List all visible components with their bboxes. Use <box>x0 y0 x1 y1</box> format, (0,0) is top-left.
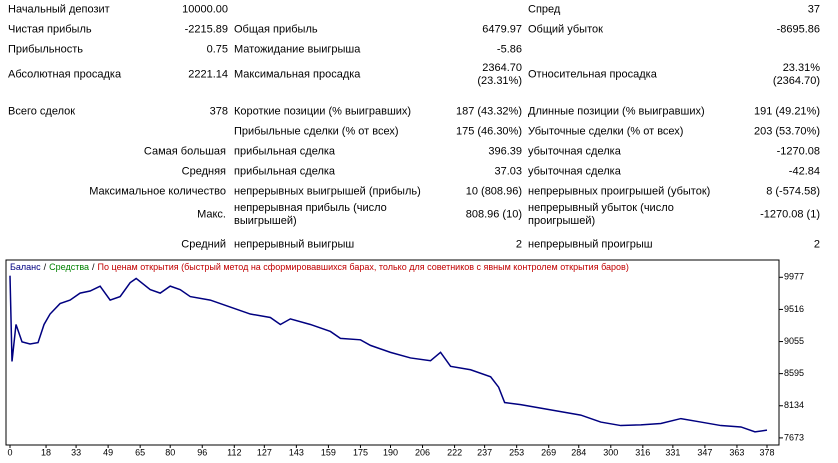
metric-value: 2 <box>515 238 522 251</box>
legend-separator: / <box>44 262 47 272</box>
metric-label: непрерывный проигрыш <box>528 238 653 251</box>
metric-label: непрерывных выигрышей (прибыль) <box>234 185 421 198</box>
metric-value: 10 (808.96) <box>465 185 522 198</box>
x-tick-label: 80 <box>165 447 175 457</box>
metric-label: Короткие позиции (% выигравших) <box>234 105 412 118</box>
x-tick-label: 18 <box>41 447 51 457</box>
metric-value: 2364.70 (23.31%) <box>477 62 522 87</box>
metric-value: 6479.97 <box>482 23 522 36</box>
metric-value: -8695.86 <box>776 23 820 36</box>
legend-separator: / <box>92 262 95 272</box>
row-label: Самая большая <box>143 145 226 158</box>
metric-label: непрерывный убыток (число проигрышей) <box>528 202 674 227</box>
x-tick-label: 363 <box>729 447 744 457</box>
metric-label: Общий убыток <box>528 23 603 36</box>
y-tick-label: 8595 <box>784 368 804 378</box>
metric-value: 175 (46.30%) <box>455 125 522 138</box>
metric-value: 191 (49.21%) <box>753 105 820 118</box>
metric-label: убыточная сделка <box>528 165 621 178</box>
x-tick-label: 65 <box>135 447 145 457</box>
metric-value: -1270.08 <box>776 145 820 158</box>
row-label: Макс. <box>197 208 226 221</box>
metric-value: 808.96 (10) <box>465 208 522 221</box>
x-tick-label: 237 <box>477 447 492 457</box>
row-label: Чистая прибыль <box>8 23 92 36</box>
x-tick-label: 112 <box>227 447 241 457</box>
x-tick-label: 269 <box>541 447 556 457</box>
row-value: 378 <box>209 105 228 118</box>
y-tick-label: 9055 <box>784 336 804 346</box>
x-tick-label: 96 <box>197 447 207 457</box>
x-tick-label: 378 <box>759 447 774 457</box>
legend: Баланс / Средства / По ценам открытия (быстр… <box>10 262 629 272</box>
chart: 7673 8134 8595 9055 9516 9977 0 18 33 49 65 80 96 112… <box>5 259 804 457</box>
row-label: Средний <box>181 238 226 251</box>
legend-item: Баланс <box>10 262 41 272</box>
x-tick-label: 347 <box>697 447 712 457</box>
y-tick-label: 9516 <box>784 304 804 314</box>
row-label: Всего сделок <box>8 105 76 118</box>
x-tick-label: 222 <box>447 447 462 457</box>
metric-label: прибыльная сделка <box>234 165 336 178</box>
legend-item: Средства <box>49 262 89 272</box>
metric-label: непрерывная прибыль (число выигрышей) <box>234 202 387 227</box>
metric-label: Максимальная просадка <box>234 68 361 81</box>
x-tick-label: 253 <box>509 447 524 457</box>
metric-label: прибыльная сделка <box>234 145 336 158</box>
x-tick-label: 175 <box>353 447 368 457</box>
metric-value: 396.39 <box>488 145 522 158</box>
metric-label: непрерывных проигрышей (убыток) <box>528 185 711 198</box>
row-label: Абсолютная просадка <box>8 68 122 81</box>
x-tick-label: 190 <box>383 447 398 457</box>
x-tick-label: 33 <box>71 447 81 457</box>
metric-label: Прибыльные сделки (% от всех) <box>234 125 399 138</box>
row-label: Максимальное количество <box>89 185 226 198</box>
balance-line <box>9 275 768 433</box>
metric-label: Спред <box>528 3 561 16</box>
metric-value: 203 (53.70%) <box>753 125 820 138</box>
metric-label: Относительная просадка <box>528 68 657 81</box>
metric-label: Убыточные сделки (% от всех) <box>528 125 684 138</box>
metric-value: 2 <box>813 238 820 251</box>
metric-value: 23.31% (2364.70) <box>772 62 820 87</box>
x-tick-label: 49 <box>103 447 113 457</box>
x-tick-label: 159 <box>321 447 336 457</box>
y-tick-label: 8134 <box>784 400 804 410</box>
row-value: 0.75 <box>206 43 228 56</box>
metric-value: 187 (43.32%) <box>455 105 522 118</box>
legend-item: По ценам открытия (быстрый метод на сфор… <box>98 262 629 272</box>
row-value: 2221.14 <box>188 68 228 81</box>
metric-value: 37 <box>807 3 820 16</box>
x-tick-label: 316 <box>635 447 650 457</box>
metric-value: 37.03 <box>494 165 522 178</box>
x-tick-label: 331 <box>665 447 680 457</box>
row-value: -2215.89 <box>184 23 228 36</box>
metric-label: убыточная сделка <box>528 145 621 158</box>
x-tick-label: 206 <box>415 447 430 457</box>
metric-value: -1270.08 (1) <box>760 208 820 221</box>
row-label: Средняя <box>181 165 226 178</box>
metric-label: Общая прибыль <box>234 23 318 36</box>
metric-value: -42.84 <box>788 165 820 178</box>
x-tick-label: 284 <box>571 447 586 457</box>
metric-label: непрерывный выигрыш <box>234 238 355 251</box>
x-tick-label: 300 <box>603 447 618 457</box>
report: Начальный депозит 10000.00 Спред 37 Чистая п… <box>8 3 820 251</box>
x-tick-label: 143 <box>289 447 304 457</box>
y-tick-label: 9977 <box>784 272 804 282</box>
metric-label: Длинные позиции (% выигравших) <box>528 105 705 118</box>
x-tick-label: 127 <box>257 447 272 457</box>
metric-value: 8 (-574.58) <box>766 185 820 198</box>
row-label: Начальный депозит <box>8 3 110 16</box>
row-value: 10000.00 <box>182 3 228 16</box>
row-label: Прибыльность <box>8 43 83 56</box>
x-tick-label: 0 <box>7 447 12 457</box>
y-tick-label: 7673 <box>784 432 804 442</box>
metric-value: -5.86 <box>496 43 522 56</box>
metric-label: Матожидание выигрыша <box>234 43 361 56</box>
